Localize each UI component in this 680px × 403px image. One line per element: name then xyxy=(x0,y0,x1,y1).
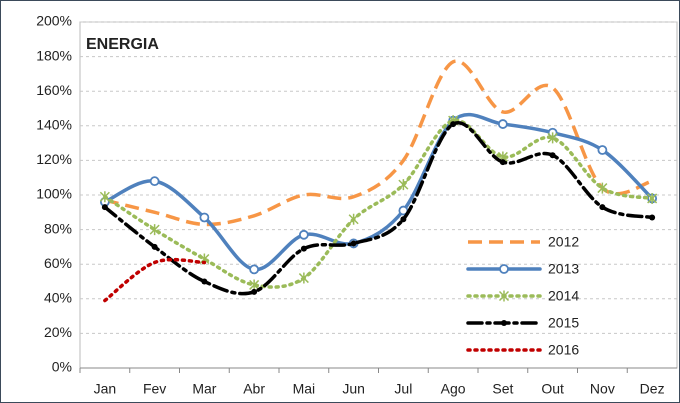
y-tick-label: 80% xyxy=(44,220,72,236)
series-line xyxy=(103,120,654,296)
marker xyxy=(597,182,608,194)
legend-label: 2013 xyxy=(548,261,579,277)
marker xyxy=(251,288,258,295)
marker xyxy=(348,213,359,225)
marker xyxy=(300,245,307,252)
x-tick-label: Out xyxy=(541,381,564,397)
x-tick-label: Mai xyxy=(293,381,316,397)
marker xyxy=(597,145,608,155)
marker xyxy=(249,279,260,291)
marker xyxy=(101,204,108,211)
legend-label: 2015 xyxy=(548,315,579,331)
series-line xyxy=(103,257,207,303)
marker xyxy=(501,320,507,326)
marker xyxy=(199,212,210,223)
x-tick-label: Jan xyxy=(94,381,117,397)
marker xyxy=(499,159,506,166)
marker xyxy=(497,119,508,129)
y-tick-label: 40% xyxy=(44,290,72,306)
marker xyxy=(450,121,457,128)
x-tick-label: Mar xyxy=(192,381,216,397)
x-tick-label: Jul xyxy=(394,381,412,397)
marker xyxy=(498,290,510,302)
x-tick-label: Dez xyxy=(640,381,665,397)
x-tick-label: Nov xyxy=(590,381,615,397)
y-tick-label: 120% xyxy=(36,151,72,167)
x-tick-label: Jun xyxy=(342,381,365,397)
x-tick-label: Abr xyxy=(243,381,265,397)
marker xyxy=(549,152,556,159)
marker xyxy=(298,272,309,284)
marker xyxy=(201,278,208,285)
marker xyxy=(547,132,558,144)
chart-title: ENERGIA xyxy=(86,36,159,53)
x-tick-label: Fev xyxy=(143,381,166,397)
marker xyxy=(499,264,509,274)
marker xyxy=(599,204,606,211)
y-tick-label: 60% xyxy=(44,255,72,271)
marker xyxy=(249,264,260,275)
legend-label: 2014 xyxy=(548,288,579,304)
y-tick-label: 180% xyxy=(36,47,72,63)
y-tick-label: 0% xyxy=(52,359,72,375)
series-line xyxy=(104,59,653,227)
legend-label: 2016 xyxy=(548,342,579,358)
marker xyxy=(398,179,409,191)
marker xyxy=(350,240,357,247)
marker xyxy=(298,229,309,240)
marker xyxy=(400,216,407,223)
legend-label: 2012 xyxy=(548,234,579,250)
y-tick-label: 200% xyxy=(36,13,72,29)
marker xyxy=(149,224,160,236)
x-tick-label: Set xyxy=(492,381,513,397)
marker xyxy=(99,191,110,203)
marker xyxy=(649,214,656,221)
marker xyxy=(151,243,158,250)
marker xyxy=(149,176,160,187)
y-tick-label: 160% xyxy=(36,82,72,98)
y-tick-label: 100% xyxy=(36,186,72,202)
marker xyxy=(647,192,658,204)
y-tick-label: 140% xyxy=(36,117,72,133)
y-tick-label: 20% xyxy=(44,324,72,340)
x-tick-label: Ago xyxy=(441,381,466,397)
